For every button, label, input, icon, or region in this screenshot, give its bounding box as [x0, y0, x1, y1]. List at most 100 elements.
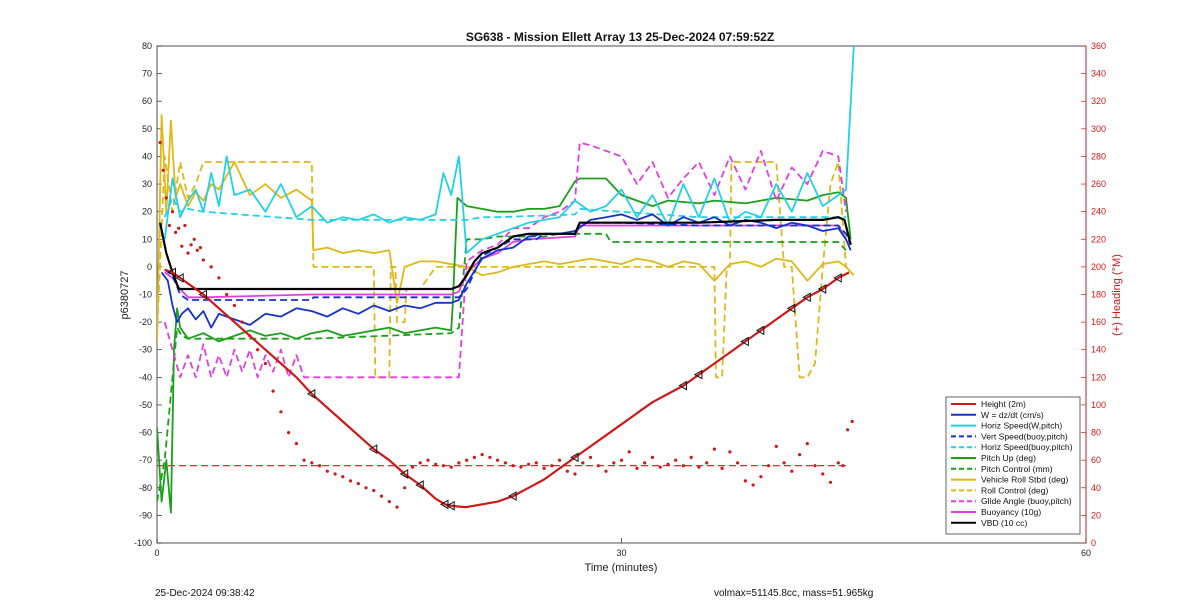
- series-line-1: [160, 213, 852, 329]
- heading-dot: [846, 428, 850, 432]
- heading-dot: [387, 500, 391, 504]
- footer-info: volmax=51145.8cc, mass=51.965kg: [714, 588, 874, 599]
- left-tick-label: 10: [142, 234, 152, 244]
- right-tick-label: 180: [1091, 290, 1106, 300]
- heading-dot: [743, 479, 748, 483]
- heading-dot: [174, 230, 178, 234]
- y-axis-label-left: p6380727: [119, 271, 131, 320]
- heading-dot: [782, 461, 786, 465]
- heading-dot: [736, 461, 740, 465]
- heading-dot: [198, 246, 202, 250]
- heading-dot: [294, 442, 298, 446]
- height-markers: [167, 267, 842, 511]
- height-marker: [833, 273, 842, 283]
- left-tick-label: 70: [142, 69, 152, 79]
- legend-entry: Vehicle Roll Stbd (deg): [981, 475, 1069, 485]
- right-tick-label: 220: [1091, 234, 1106, 244]
- left-tick-label: -70: [139, 455, 152, 465]
- heading-dot: [195, 248, 199, 252]
- x-axis-label: Time (minutes): [585, 562, 658, 574]
- legend-entry: Glide Angle (buoy,pitch): [981, 496, 1072, 506]
- heading-dot: [720, 466, 724, 470]
- heading-dot: [627, 450, 631, 454]
- series-line-9: [163, 141, 847, 379]
- height-marker: [678, 380, 687, 391]
- heading-dot: [821, 472, 825, 476]
- left-tick-label: -30: [139, 345, 152, 355]
- legend-entry: Roll Control (deg): [981, 485, 1048, 495]
- footer-timestamp: 25-Dec-2024 09:38:42: [155, 588, 255, 599]
- heading-dot: [279, 410, 283, 414]
- heading-dot: [841, 464, 845, 468]
- series-line-3: [164, 221, 852, 301]
- heading-dot: [604, 469, 608, 473]
- left-tick-label: 0: [147, 262, 152, 272]
- heading-dot: [248, 334, 252, 338]
- right-tick-label: 320: [1091, 96, 1106, 106]
- heading-dot: [759, 475, 763, 479]
- heading-dot: [850, 419, 854, 424]
- heading-dot: [790, 469, 794, 473]
- series-line-5: [157, 177, 852, 514]
- right-tick-label: 200: [1091, 262, 1106, 272]
- heading-dot: [534, 461, 538, 465]
- heading-dot: [225, 292, 229, 297]
- heading-dot: [798, 453, 802, 457]
- heading-dot: [689, 455, 693, 459]
- height-marker: [755, 325, 765, 336]
- left-tick-label: -20: [139, 317, 152, 327]
- heading-dot: [177, 226, 181, 230]
- bottom-tick-label: 60: [1081, 548, 1091, 558]
- heading-dot: [612, 461, 616, 465]
- heading-dot: [441, 464, 445, 468]
- heading-dot: [596, 464, 600, 468]
- heading-dot: [180, 244, 184, 248]
- heading-dot: [164, 196, 168, 200]
- right-tick-label: 300: [1091, 124, 1106, 134]
- right-tick-label: 40: [1091, 483, 1101, 493]
- left-axis: 80 70 60 50 40 30 20 10 0 -10 -20 -30 -40 -50 -60 -70 -8…: [134, 41, 162, 548]
- legend-entry: W = dz/dt (cm/s): [981, 410, 1044, 420]
- heading-dots: [158, 141, 854, 509]
- right-tick-label: 260: [1091, 179, 1106, 189]
- legend-entry: Buoyancy (10g): [981, 507, 1041, 517]
- left-tick-label: 40: [142, 151, 152, 161]
- heading-dot: [167, 223, 171, 228]
- heading-dot: [674, 458, 678, 462]
- left-tick-label: 20: [142, 207, 152, 217]
- height-marker: [167, 267, 176, 278]
- heading-dot: [681, 464, 686, 468]
- heading-dot: [348, 479, 353, 483]
- heading-dot: [240, 320, 244, 324]
- heading-dot: [751, 483, 755, 487]
- right-tick-label: 340: [1091, 69, 1106, 79]
- heading-dot: [643, 461, 647, 465]
- chart-title: SG638 - Mission Ellett Array 13 25-Dec-2…: [466, 30, 774, 44]
- heading-dot: [395, 505, 399, 509]
- heading-dot: [217, 276, 221, 280]
- heading-dot: [550, 464, 554, 468]
- heading-dot: [619, 458, 624, 462]
- left-tick-label: 50: [142, 124, 152, 134]
- left-tick-label: -10: [139, 290, 152, 300]
- heading-dot: [836, 461, 840, 465]
- height-marker: [817, 284, 827, 294]
- heading-dot: [410, 465, 415, 469]
- heading-dot: [542, 466, 546, 470]
- series-line-0: [164, 268, 850, 509]
- heading-dot: [256, 348, 260, 352]
- heading-dot: [341, 475, 345, 479]
- heading-dot: [318, 464, 322, 468]
- heading-dot: [527, 462, 531, 466]
- legend-entry: VBD (10 cc): [981, 518, 1027, 528]
- bottom-tick-label: 0: [154, 548, 159, 558]
- height-marker: [415, 480, 424, 490]
- heading-dot: [573, 472, 577, 476]
- right-tick-label: 20: [1091, 510, 1101, 520]
- right-tick-label: 140: [1091, 345, 1106, 355]
- heading-dot: [588, 455, 593, 459]
- heading-dot: [705, 461, 709, 465]
- heading-dot: [457, 461, 461, 465]
- height-marker: [306, 389, 316, 399]
- height-marker: [175, 273, 184, 283]
